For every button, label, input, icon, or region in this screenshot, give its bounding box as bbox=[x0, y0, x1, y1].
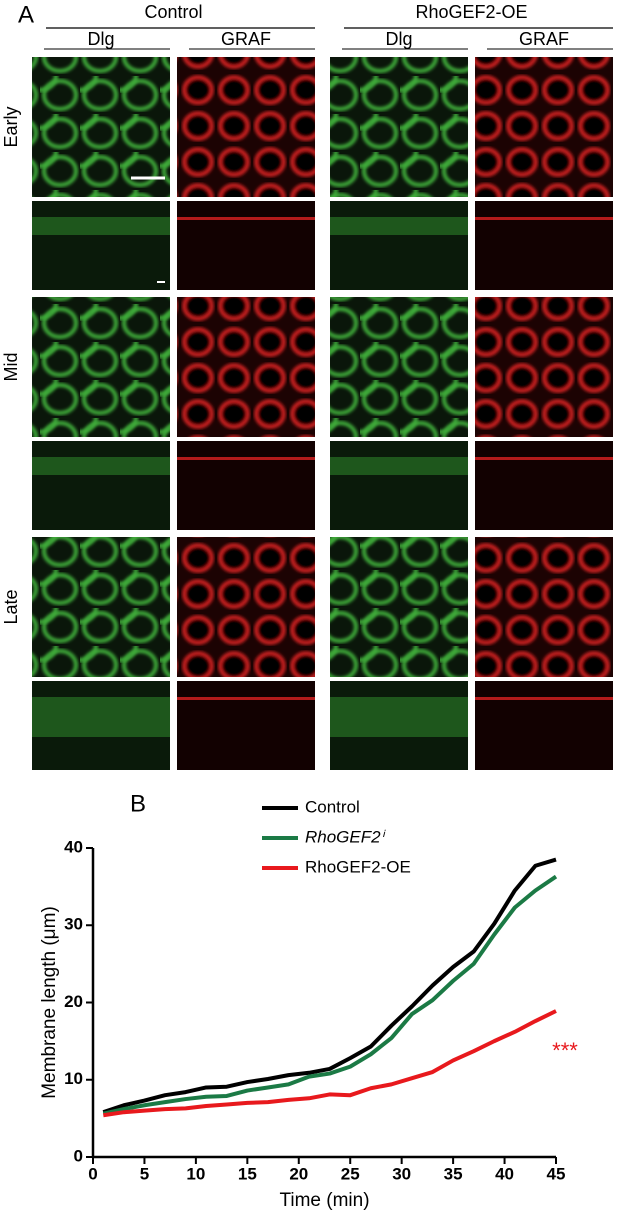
x-tick-label: 10 bbox=[186, 1164, 205, 1183]
y-tick-label: 30 bbox=[64, 915, 83, 934]
row-label: Early bbox=[1, 106, 21, 147]
micrograph bbox=[177, 57, 315, 197]
membrane-band bbox=[32, 697, 170, 737]
legend-label: RhoGEF2-OE bbox=[305, 857, 411, 876]
membrane-band bbox=[330, 217, 468, 235]
row-label: Late bbox=[1, 589, 21, 624]
micrograph bbox=[330, 57, 468, 197]
y-axis-label: Membrane length (μm) bbox=[39, 906, 60, 1099]
channel-label: Dlg bbox=[385, 29, 412, 49]
legend-label: Control bbox=[305, 797, 360, 816]
micrograph bbox=[32, 57, 170, 197]
membrane-band bbox=[32, 217, 170, 235]
cross-section bbox=[177, 201, 315, 290]
membrane-band bbox=[330, 697, 468, 737]
x-tick-label: 15 bbox=[238, 1164, 257, 1183]
y-tick-label: 20 bbox=[64, 992, 83, 1011]
micrograph bbox=[330, 297, 468, 437]
x-tick-label: 0 bbox=[88, 1164, 97, 1183]
x-tick-label: 25 bbox=[341, 1164, 360, 1183]
micrograph bbox=[475, 537, 613, 677]
micrograph bbox=[177, 297, 315, 437]
y-tick-label: 40 bbox=[64, 837, 83, 856]
channel-label: GRAF bbox=[519, 29, 569, 49]
channel-label: Dlg bbox=[87, 29, 114, 49]
membrane-band bbox=[177, 457, 315, 460]
cross-section bbox=[330, 441, 468, 530]
group-title: Control bbox=[144, 2, 202, 22]
x-axis-label: Time (min) bbox=[279, 1190, 369, 1211]
channel-label: GRAF bbox=[221, 29, 271, 49]
legend-label: RhoGEF2ⁱ bbox=[305, 827, 387, 846]
cross-section bbox=[330, 201, 468, 290]
micrograph bbox=[330, 537, 468, 677]
cross-section bbox=[32, 201, 170, 290]
row-label: Mid bbox=[1, 352, 21, 381]
x-tick-label: 45 bbox=[547, 1164, 566, 1183]
cross-section bbox=[177, 441, 315, 530]
annotation: *** bbox=[552, 1038, 578, 1063]
membrane-band bbox=[177, 697, 315, 700]
group-title: RhoGEF2-OE bbox=[415, 2, 527, 22]
cross-section bbox=[475, 681, 613, 770]
membrane-band bbox=[475, 697, 613, 700]
series-line bbox=[102, 857, 557, 1115]
x-tick-label: 40 bbox=[495, 1164, 514, 1183]
x-tick-label: 35 bbox=[444, 1164, 463, 1183]
micrograph bbox=[177, 537, 315, 677]
micrograph bbox=[32, 537, 170, 677]
series-line bbox=[102, 874, 558, 1116]
membrane-band bbox=[330, 457, 468, 475]
y-tick-label: 10 bbox=[64, 1069, 83, 1088]
membrane-band bbox=[475, 457, 613, 460]
y-tick-label: 0 bbox=[74, 1146, 83, 1165]
micrograph bbox=[475, 57, 613, 197]
x-tick-label: 30 bbox=[392, 1164, 411, 1183]
membrane-band bbox=[177, 217, 315, 220]
cross-section bbox=[475, 201, 613, 290]
membrane-band bbox=[32, 457, 170, 475]
x-tick-label: 5 bbox=[140, 1164, 149, 1183]
micrograph bbox=[32, 297, 170, 437]
series-line bbox=[102, 1009, 557, 1118]
x-tick-label: 20 bbox=[289, 1164, 308, 1183]
cross-section bbox=[177, 681, 315, 770]
cross-section bbox=[475, 441, 613, 530]
panel-label: B bbox=[130, 790, 146, 817]
cross-section bbox=[32, 441, 170, 530]
panel-b: B 0 10 20 30 40 0 5 10 15 20 25 30 35 40 45 Time (min) Me… bbox=[39, 790, 578, 1211]
panel-label: A bbox=[18, 1, 34, 28]
micrograph bbox=[475, 297, 613, 437]
membrane-band bbox=[475, 217, 613, 220]
